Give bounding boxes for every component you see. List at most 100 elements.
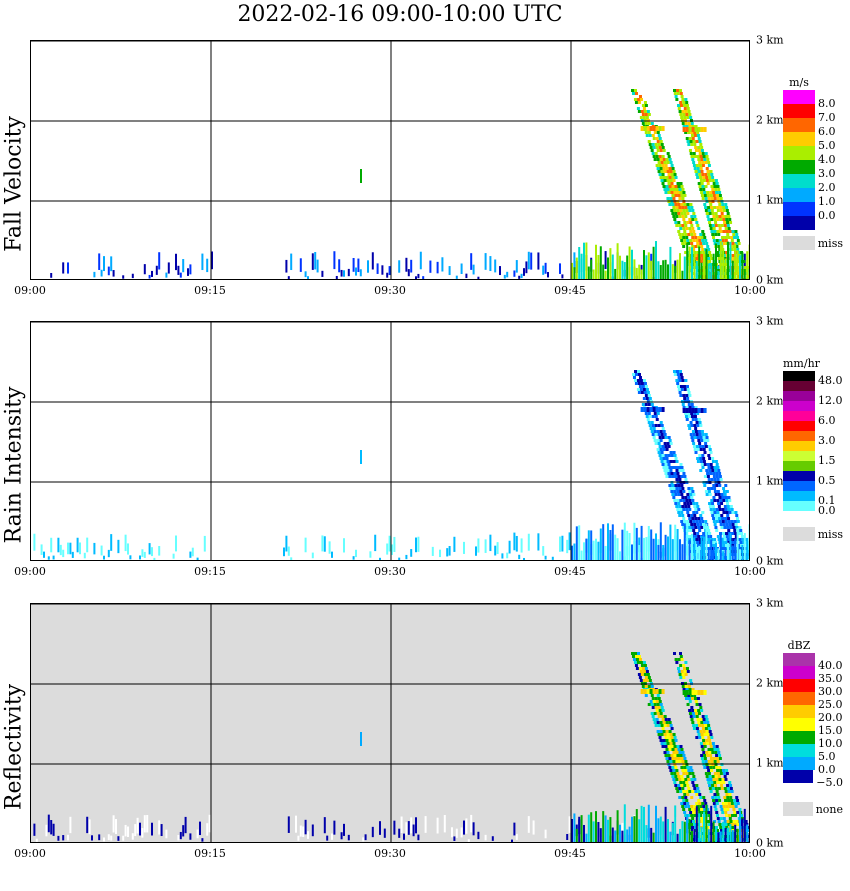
- shaft-cell: [700, 517, 704, 520]
- colorbar-row: [783, 783, 843, 796]
- shaft-cell: [690, 134, 694, 137]
- shaft-cell: [659, 158, 663, 161]
- shaft-cell: [671, 484, 675, 487]
- shaft-cell: [634, 382, 638, 385]
- shaft-cell: [695, 724, 699, 727]
- shaft-cell: [700, 170, 704, 173]
- shaft-cell: [739, 529, 743, 532]
- surface-rain-cell: [607, 523, 609, 560]
- shaft-cell: [647, 122, 651, 125]
- shaft-cell: [674, 658, 678, 661]
- shaft-cell: [713, 185, 717, 188]
- echo-cell: [489, 256, 492, 272]
- surface-rain-cell: [652, 538, 655, 560]
- echo-cell: [407, 821, 410, 835]
- shaft-cell: [656, 149, 660, 152]
- shaft-cell: [695, 502, 699, 505]
- echo-cell: [206, 258, 209, 273]
- surface-rain-cell: [719, 534, 722, 560]
- surface-rain-cell: [657, 261, 660, 279]
- shaft-cell: [658, 173, 662, 176]
- shaft-cell: [714, 775, 718, 778]
- shaft-cell: [715, 520, 719, 523]
- shaft-cell: [717, 502, 721, 505]
- echo-cell: [515, 260, 518, 273]
- shaft-cell: [658, 164, 662, 167]
- colorbar-swatch: [783, 216, 815, 230]
- shaft-cell: [668, 176, 672, 179]
- echo-cell: [542, 265, 545, 275]
- isolated-echo: [360, 169, 362, 183]
- shaft-cell: [657, 433, 661, 436]
- shaft-cell: [693, 215, 697, 218]
- shaft-cell: [695, 140, 699, 143]
- surface-rain-cell: [719, 241, 722, 279]
- shaft-cell: [670, 754, 674, 757]
- shaft-cell: [728, 817, 732, 820]
- shaft-cell: [698, 724, 702, 727]
- shaft-cell: [685, 113, 689, 116]
- shaft-cell: [671, 475, 675, 478]
- shaft-cell: [686, 212, 690, 215]
- shaft-cell: [665, 158, 669, 161]
- shaft-cell: [680, 757, 684, 760]
- surface-rain-cell: [724, 548, 727, 560]
- shaft-cell: [724, 203, 728, 206]
- shaft-cell: [675, 188, 679, 191]
- shaft-cell: [677, 484, 681, 487]
- shaft-cell: [706, 170, 710, 173]
- shaft-cell: [688, 149, 692, 152]
- shaft-cell: [703, 526, 707, 529]
- shaft-cell: [695, 727, 699, 730]
- shaft-cell: [685, 209, 689, 212]
- shaft-cell: [733, 236, 737, 239]
- shaft-cell: [693, 131, 697, 134]
- shaft-cell: [660, 179, 664, 182]
- shaft-cell: [691, 209, 695, 212]
- shaft-cell: [692, 248, 696, 251]
- surface-rain-cell: [580, 815, 583, 842]
- echo-cell: [446, 548, 449, 557]
- shaft-cell: [638, 385, 642, 388]
- shaft-cell: [670, 727, 674, 730]
- y-tick-label: 3 km: [756, 33, 784, 47]
- shaft-cell: [696, 251, 700, 254]
- shaft-cell: [687, 694, 691, 697]
- echo-cell: [352, 257, 355, 272]
- shaft-cell: [708, 469, 712, 472]
- surface-rain-cell: [609, 817, 612, 842]
- shaft-cell: [722, 209, 726, 212]
- echo-cell: [477, 538, 480, 553]
- shaft-cell: [700, 754, 704, 757]
- echo-cell: [472, 264, 475, 275]
- shaft-cell: [722, 532, 726, 535]
- shaft-cell: [705, 469, 709, 472]
- shaft-cell: [644, 104, 648, 107]
- shaft-cell: [636, 98, 640, 101]
- shaft-cell: [675, 469, 679, 472]
- shaft-cell: [675, 460, 679, 463]
- echo-cell: [151, 270, 153, 277]
- shaft-cell: [693, 823, 697, 826]
- y-tick-label: 0 km: [756, 836, 784, 850]
- shaft-cell: [653, 131, 657, 134]
- shaft-cell: [678, 469, 682, 472]
- shaft-cell: [699, 718, 703, 721]
- shaft-cell: [722, 805, 726, 808]
- shaft-cell: [680, 484, 684, 487]
- shaft-cell: [669, 442, 673, 445]
- shaft-cell: [682, 517, 686, 520]
- echo-cell: [499, 266, 501, 276]
- shaft-cell: [644, 403, 648, 406]
- shaft-cell: [688, 113, 692, 116]
- shaft-cell: [685, 781, 689, 784]
- echo-cell: [103, 837, 105, 842]
- shaft-cell: [671, 203, 675, 206]
- shaft-cell: [732, 257, 736, 260]
- shaft-cell: [717, 269, 721, 272]
- echo-cell: [376, 263, 379, 274]
- shaft-cell: [684, 215, 688, 218]
- shaft-cell: [681, 469, 685, 472]
- shaft-cell: [712, 517, 716, 520]
- surface-rain-cell: [727, 241, 729, 279]
